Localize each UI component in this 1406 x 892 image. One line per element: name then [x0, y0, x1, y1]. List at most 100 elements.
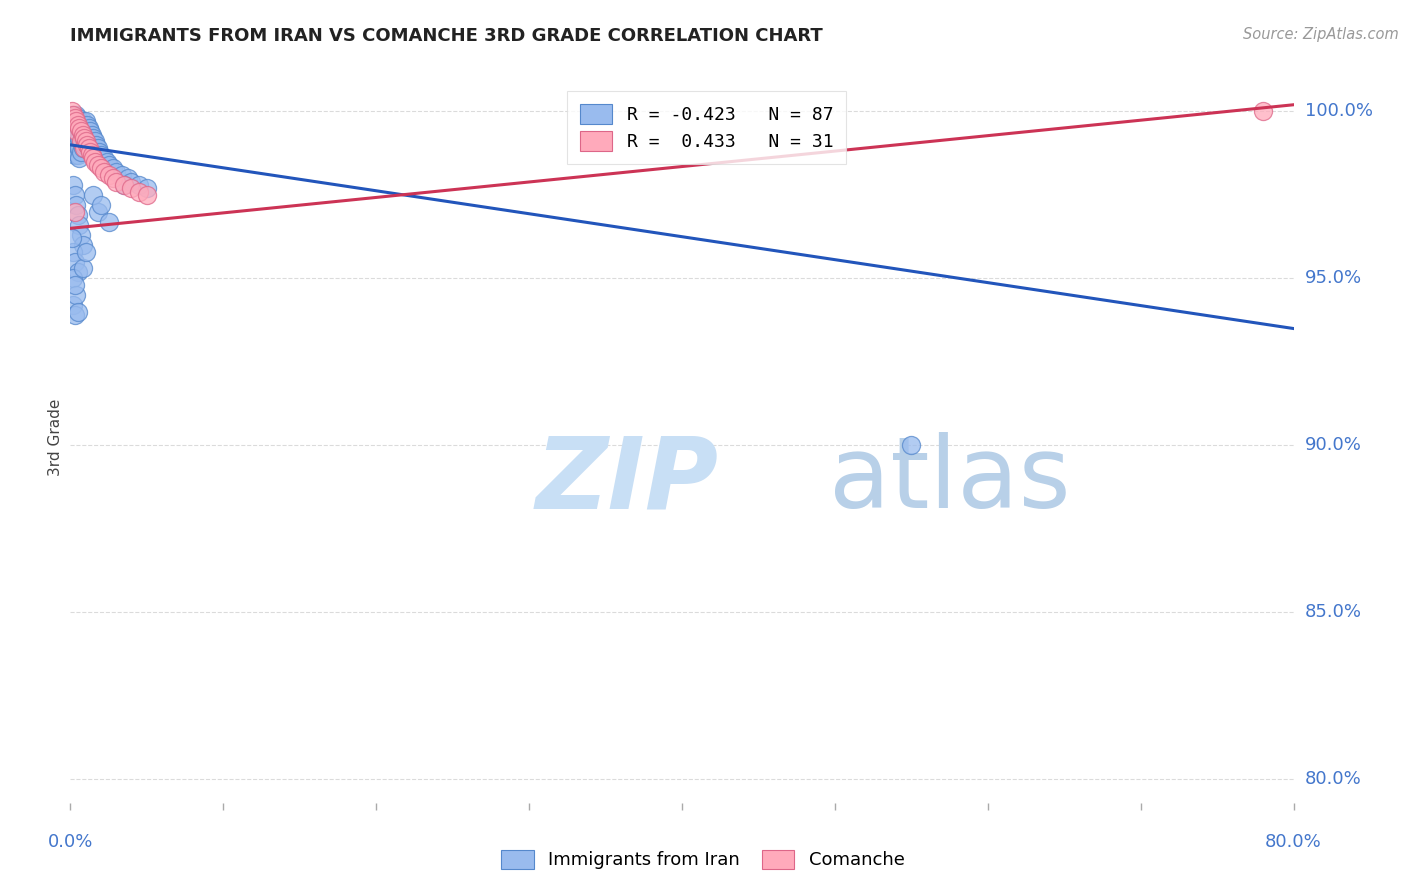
Point	[65, 124, 87, 138]
Point	[60, 118, 83, 132]
Point	[70, 135, 93, 149]
Point	[84, 137, 107, 152]
Text: atlas: atlas	[828, 433, 1070, 530]
Text: 0.0%: 0.0%	[48, 833, 93, 851]
Point	[73, 118, 96, 132]
Point	[66, 208, 89, 222]
Point	[66, 111, 89, 125]
Point	[62, 178, 84, 192]
Point	[63, 148, 86, 162]
Point	[79, 145, 101, 159]
Point	[72, 141, 94, 155]
Point	[135, 188, 157, 202]
Point	[70, 118, 93, 132]
Point	[90, 198, 112, 212]
Point	[90, 148, 112, 162]
Point	[87, 158, 110, 172]
Point	[82, 151, 104, 165]
Point	[66, 118, 89, 132]
Point	[76, 137, 98, 152]
Text: 90.0%: 90.0%	[1305, 436, 1361, 454]
Point	[60, 111, 83, 125]
Point	[73, 131, 96, 145]
Point	[128, 178, 150, 192]
Point	[65, 114, 87, 128]
Point	[69, 131, 91, 145]
Point	[65, 131, 87, 145]
Point	[60, 104, 83, 119]
Point	[105, 175, 128, 189]
Point	[117, 171, 139, 186]
Point	[66, 148, 89, 162]
Text: 80.0%: 80.0%	[1305, 771, 1361, 789]
Point	[90, 161, 112, 176]
Point	[72, 131, 94, 145]
Point	[111, 168, 134, 182]
Point	[101, 161, 124, 176]
Point	[70, 124, 93, 138]
Text: 95.0%: 95.0%	[1305, 269, 1362, 287]
Point	[900, 438, 922, 452]
Point	[87, 204, 110, 219]
Point	[77, 131, 100, 145]
Point	[69, 218, 91, 232]
Point	[70, 135, 93, 149]
Point	[77, 141, 100, 155]
Point	[70, 124, 93, 138]
Point	[69, 141, 91, 155]
Point	[96, 154, 118, 169]
Point	[66, 305, 89, 319]
Point	[66, 128, 89, 142]
Point	[82, 188, 104, 202]
Point	[77, 121, 100, 136]
Text: Source: ZipAtlas.com: Source: ZipAtlas.com	[1243, 27, 1399, 42]
Point	[63, 308, 86, 322]
Point	[1251, 104, 1274, 119]
Point	[121, 175, 143, 189]
Point	[62, 135, 84, 149]
Point	[72, 114, 94, 128]
Point	[97, 158, 120, 172]
Point	[63, 118, 86, 132]
Point	[93, 151, 115, 165]
Point	[62, 298, 84, 312]
Point	[69, 121, 91, 136]
Point	[87, 141, 110, 155]
Point	[63, 111, 86, 125]
Point	[72, 238, 94, 252]
Point	[73, 141, 96, 155]
Point	[63, 204, 86, 219]
Point	[69, 151, 91, 165]
Point	[62, 108, 84, 122]
Point	[70, 145, 93, 159]
Point	[70, 227, 93, 242]
Text: 80.0%: 80.0%	[1265, 833, 1322, 851]
Point	[83, 154, 105, 169]
Point	[135, 181, 157, 195]
Point	[83, 135, 105, 149]
Point	[69, 121, 91, 136]
Point	[72, 128, 94, 142]
Point	[65, 288, 87, 302]
Point	[62, 124, 84, 138]
Text: 85.0%: 85.0%	[1305, 603, 1361, 622]
Point	[75, 244, 97, 259]
Point	[65, 121, 87, 136]
Point	[65, 141, 87, 155]
Point	[66, 265, 89, 279]
Point	[128, 185, 150, 199]
Point	[63, 137, 86, 152]
Point	[112, 178, 135, 192]
Point	[80, 148, 103, 162]
Point	[75, 124, 97, 138]
Point	[63, 254, 86, 268]
Point	[63, 128, 86, 142]
Point	[60, 231, 83, 245]
Legend: R = -0.423   N = 87, R =  0.433   N = 31: R = -0.423 N = 87, R = 0.433 N = 31	[567, 91, 846, 163]
Y-axis label: 3rd Grade: 3rd Grade	[48, 399, 63, 475]
Point	[112, 178, 135, 192]
Point	[97, 214, 120, 228]
Point	[69, 114, 91, 128]
Point	[73, 128, 96, 142]
Point	[72, 261, 94, 276]
